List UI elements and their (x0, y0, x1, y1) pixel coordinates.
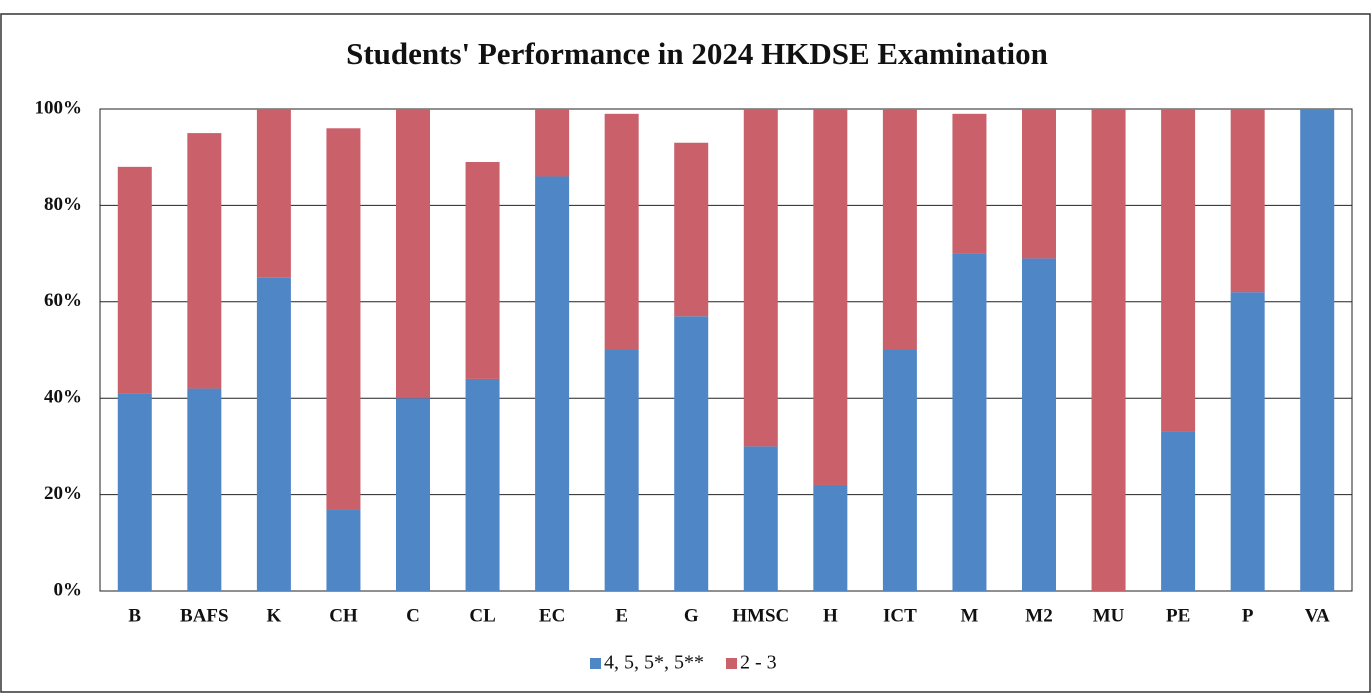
x-tick-label: HMSC (732, 605, 789, 626)
x-tick-label: VA (1305, 605, 1330, 626)
bar-segment (535, 109, 570, 177)
bar-segment (1230, 292, 1265, 591)
x-tick-label: BAFS (180, 605, 229, 626)
bar-segment (326, 509, 361, 591)
plot-area (99, 108, 1353, 592)
x-tick-label: EC (539, 605, 565, 626)
bar-segment (465, 378, 500, 591)
x-tick-label: M2 (1025, 605, 1052, 626)
bar-segment (674, 316, 709, 591)
bar-segment (952, 253, 987, 591)
x-tick-label: PE (1166, 605, 1190, 626)
x-tick-label: P (1242, 605, 1254, 626)
legend-label: 4, 5, 5*, 5** (604, 652, 704, 674)
bar-segment (256, 109, 291, 278)
bar-segment (1161, 109, 1196, 432)
y-tick-label: 100% (35, 97, 83, 118)
bar-segment (187, 133, 222, 389)
bar-segment (1300, 109, 1335, 591)
bar-segment (1230, 109, 1265, 293)
x-tick-label: C (406, 605, 420, 626)
x-tick-label: CL (469, 605, 495, 626)
x-tick-label: MU (1093, 605, 1125, 626)
bar-segment (743, 446, 778, 591)
bar-segment (117, 393, 152, 591)
bar-segment (396, 109, 430, 399)
y-tick-label: 0% (54, 579, 83, 600)
bar-segment (117, 166, 152, 394)
y-tick-label: 40% (44, 387, 82, 408)
bar-segment (1161, 431, 1196, 591)
x-tick-label: B (128, 605, 141, 626)
y-tick-label: 20% (44, 483, 82, 504)
bar-segment (1022, 109, 1056, 259)
x-tick-label: ICT (883, 605, 917, 626)
chart-title: Students' Performance in 2024 HKDSE Exam… (346, 36, 1048, 71)
bar-segment (326, 128, 361, 510)
x-tick-label: H (823, 605, 838, 626)
legend-label: 2 - 3 (740, 652, 777, 674)
legend-swatch (590, 658, 601, 669)
x-tick-label: CH (329, 605, 358, 626)
bar-segment (465, 162, 500, 379)
bar-segment (1091, 109, 1126, 591)
bar-segment (813, 109, 848, 485)
y-tick-label: 60% (44, 290, 82, 311)
bar-segment (604, 350, 639, 591)
bar-segment (882, 109, 917, 350)
bar-segment (187, 388, 222, 591)
bar-segment (952, 113, 987, 254)
bar-segment (743, 109, 778, 447)
bar-segment (1022, 258, 1056, 591)
x-tick-label: M (960, 605, 978, 626)
bar-segment (535, 176, 570, 592)
x-tick-label: E (615, 605, 628, 626)
bar-segment (674, 142, 709, 317)
bar-segment (604, 113, 639, 350)
x-tick-label: G (684, 605, 699, 626)
legend-swatch (726, 658, 737, 669)
bar-segment (396, 398, 430, 591)
y-tick-label: 80% (44, 194, 82, 215)
bar-segment (813, 484, 848, 591)
bar-segment (882, 350, 917, 591)
x-tick-label: K (266, 605, 281, 626)
bar-segment (256, 277, 291, 591)
